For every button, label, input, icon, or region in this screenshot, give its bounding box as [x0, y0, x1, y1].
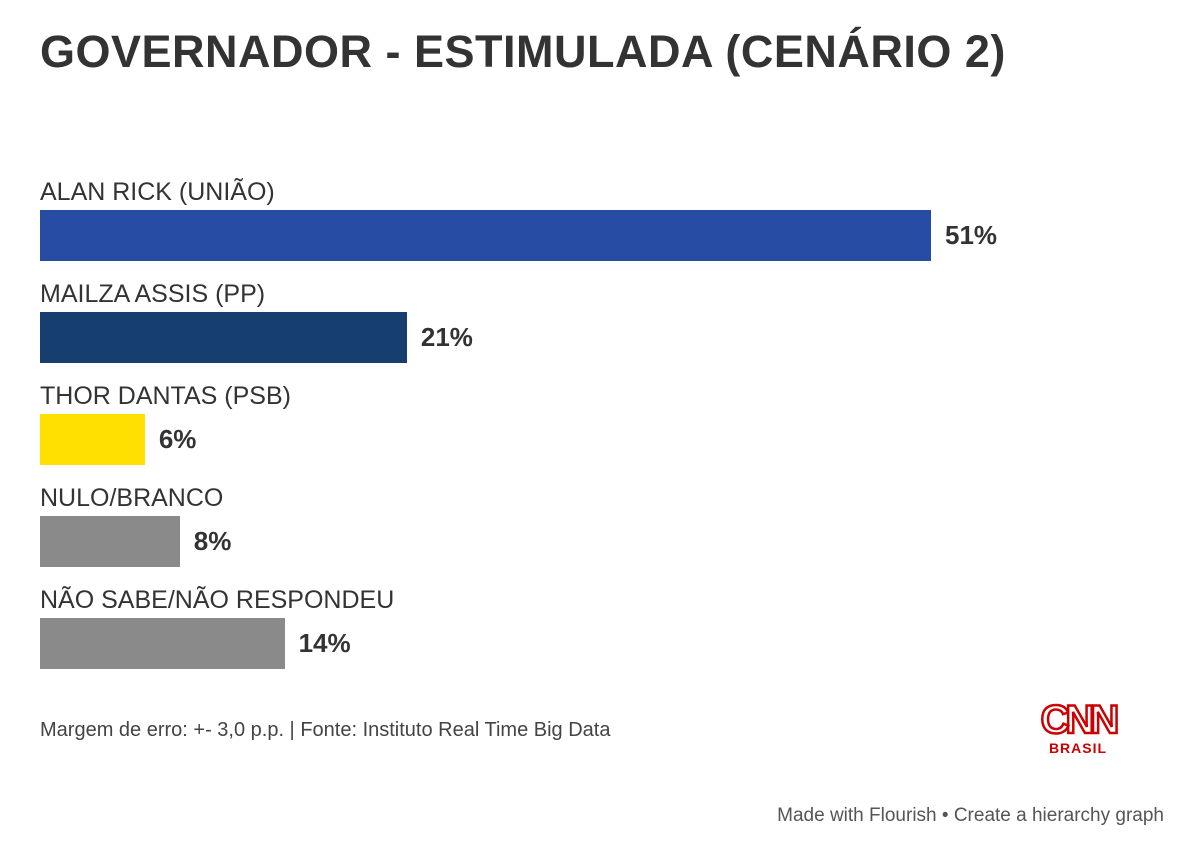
bar — [40, 516, 180, 567]
value-label: 51% — [945, 220, 998, 250]
chart-title: GOVERNADOR - ESTIMULADA (CENÁRIO 2) — [40, 26, 1006, 77]
bar — [40, 414, 145, 465]
logo-main: CNN — [1039, 698, 1120, 742]
bar — [40, 618, 285, 669]
made-with-flourish-link[interactable]: Made with Flourish — [777, 805, 937, 826]
value-label: 8% — [193, 526, 232, 556]
category-label: NULO/BRANCO — [40, 484, 224, 512]
bar — [40, 210, 931, 261]
bar — [40, 312, 407, 363]
value-label: 21% — [420, 322, 473, 352]
flourish-footer: Made with Flourish • Create a hierarchy … — [777, 805, 1164, 827]
footer-separator: • — [941, 805, 949, 826]
category-label: MAILZA ASSIS (PP) — [40, 280, 266, 308]
category-label: NÃO SABE/NÃO RESPONDEU — [40, 586, 395, 614]
bar-row: MAILZA ASSIS (PP) 21% — [40, 280, 1140, 398]
value-label: 6% — [158, 424, 197, 454]
category-label: ALAN RICK (UNIÃO) — [40, 178, 275, 206]
source-note: Margem de erro: +- 3,0 p.p. | Fonte: Ins… — [40, 719, 611, 741]
category-label: THOR DANTAS (PSB) — [40, 382, 291, 410]
bar-row: NÃO SABE/NÃO RESPONDEU 14% — [40, 586, 1140, 704]
logo-sub: BRASIL — [1048, 740, 1108, 756]
value-label: 14% — [298, 628, 351, 658]
bar-row: THOR DANTAS (PSB) 6% — [40, 382, 1140, 500]
cnn-brasil-logo: CNN BRASIL — [1036, 698, 1120, 756]
bar-row: NULO/BRANCO 8% — [40, 484, 1140, 602]
create-hierarchy-link[interactable]: Create a hierarchy graph — [953, 805, 1164, 826]
bar-row: ALAN RICK (UNIÃO) 51% — [40, 178, 1140, 296]
